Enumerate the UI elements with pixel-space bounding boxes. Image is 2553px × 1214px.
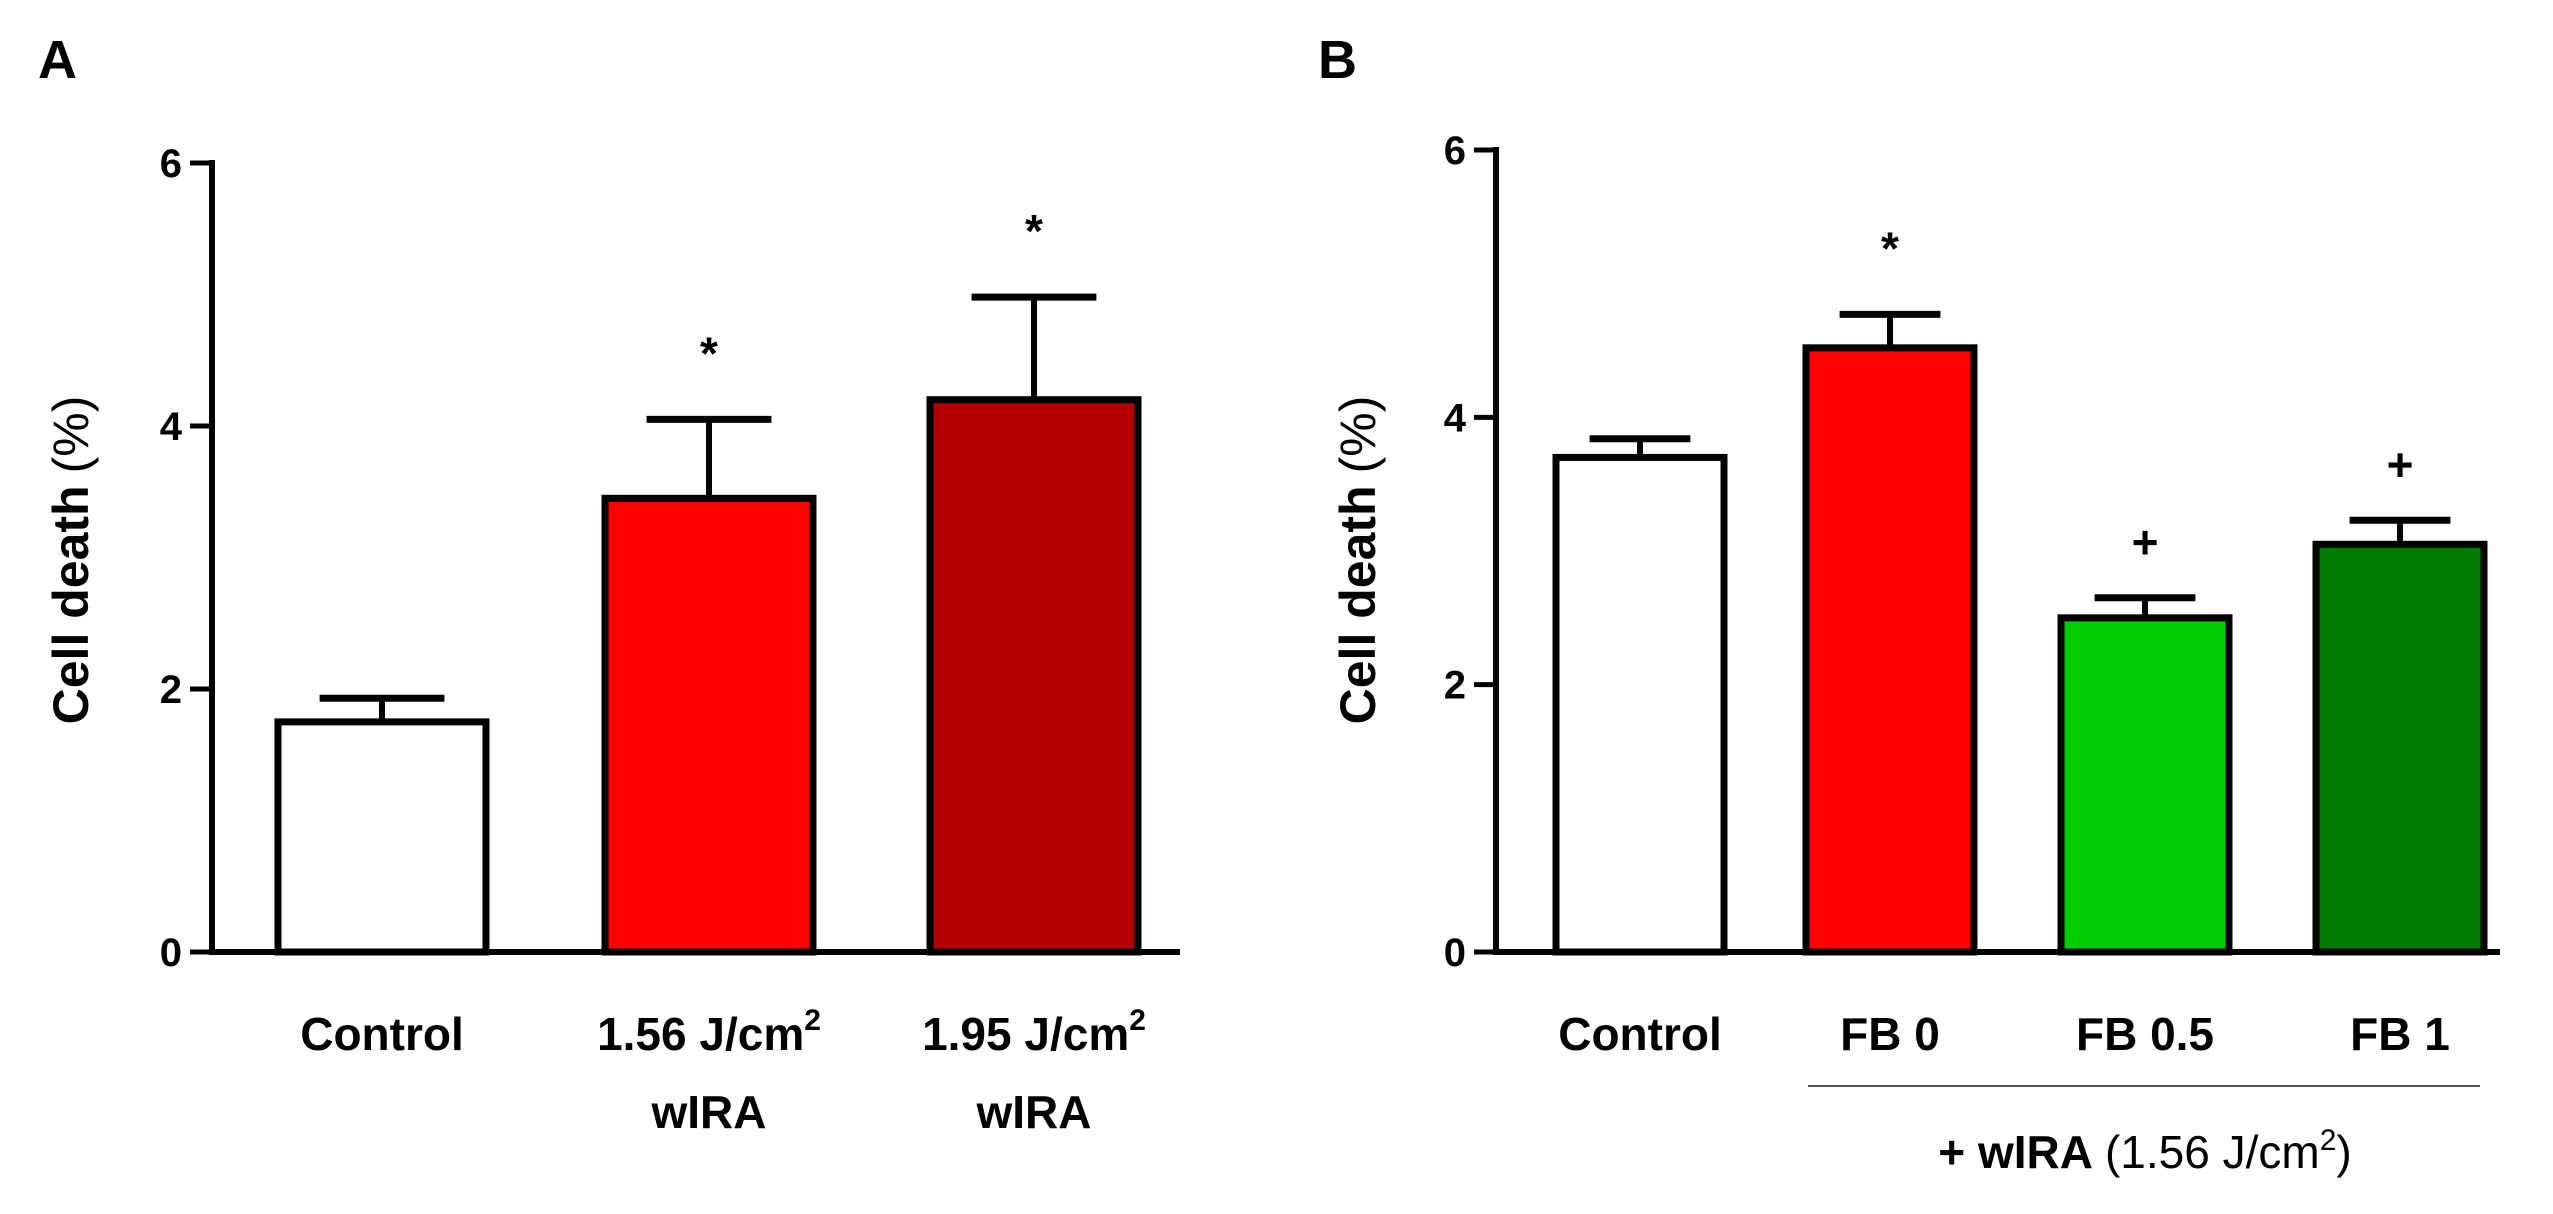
panel-a-y-tick-label: 0 — [160, 931, 182, 975]
panel-b-x-tick-label: Control — [1558, 1008, 1722, 1060]
panel-a-x-tick-labels: Control 1.56 J/cm2 wIRA 1.95 J/cm2 wIRA — [300, 1004, 1146, 1138]
panel-a-x-tick-label-line2: wIRA — [651, 1086, 767, 1138]
panel-a-y-axis-label: Cell death (%) — [43, 396, 99, 725]
panel-a-y-axis-label-unit: (%) — [43, 396, 99, 474]
panel-a-bars: ** — [274, 205, 1142, 956]
panel-b-y-ticks: 0 2 4 6 — [1444, 129, 1496, 975]
panel-a-y-ticks: 0 2 4 6 — [160, 142, 212, 975]
panel-b-letter: B — [1318, 30, 1357, 90]
panel-b-y-axis-label: Cell death (%) — [1330, 396, 1386, 725]
panel-b-significance-marker: + — [2132, 516, 2159, 568]
panel-b-bar — [2057, 614, 2233, 956]
panel-b-x-tick-label: FB 0.5 — [2076, 1008, 2214, 1060]
panel-b-y-axis-label-unit: (%) — [1330, 396, 1386, 474]
panel-b-bar — [2312, 540, 2488, 956]
panel-a-significance-marker: * — [700, 327, 718, 379]
panel-b-x-tick-label: FB 0 — [1840, 1008, 1940, 1060]
panel-a-significance-marker: * — [1025, 205, 1043, 257]
panel-b-group-label-sup: 2 — [2320, 1124, 2337, 1157]
panel-a-y-axis-label-text: Cell death — [43, 485, 99, 724]
panel-b-group-label-bold: + wIRA — [1938, 1126, 2093, 1178]
panel-b-bar — [1802, 344, 1978, 956]
panel-a-x-tick-label: Control — [300, 1008, 464, 1060]
panel-b-bars: * + + — [1552, 222, 2488, 956]
panel-a-x-tick-label: 1.56 J/cm2 — [597, 1004, 821, 1060]
panel-a-y-tick-label: 4 — [160, 405, 183, 449]
panel-a-y-tick-label: 6 — [160, 142, 182, 186]
panel-b-y-tick-label: 2 — [1444, 664, 1466, 708]
panel-a-x-tick-label-line2: wIRA — [976, 1086, 1092, 1138]
panel-a-y-tick-label: 2 — [160, 668, 182, 712]
panel-b-group-label: + wIRA (1.56 J/cm2) — [1938, 1124, 2351, 1178]
panel-a-bar — [926, 396, 1142, 956]
panel-b-x-tick-labels: Control FB 0 FB 0.5 FB 1 — [1558, 1008, 2450, 1060]
panel-b-y-tick-label: 0 — [1444, 931, 1466, 975]
panel-b-significance-marker: * — [1881, 222, 1899, 274]
panel-a-bar — [601, 494, 817, 956]
panel-b-y-axis-label-text: Cell death — [1330, 485, 1386, 724]
panel-b-y-tick-label: 4 — [1444, 396, 1467, 440]
panel-a-x-tick-label: 1.95 J/cm2 — [922, 1004, 1146, 1060]
panel-b-x-tick-label: FB 1 — [2350, 1008, 2450, 1060]
panel-b: B Cell death (%) 0 2 4 6 * + + Control FB 0 FB 0… — [1318, 30, 2500, 1178]
panel-a-bar — [274, 718, 490, 956]
panel-b-group-label-close: ) — [2336, 1126, 2351, 1178]
panel-b-y-tick-label: 6 — [1444, 129, 1466, 173]
panel-a-letter: A — [38, 30, 77, 90]
panel-b-group-label-dose: (1.56 J/cm — [2105, 1126, 2320, 1178]
panel-b-bar — [1552, 453, 1728, 956]
panel-b-significance-marker: + — [2387, 438, 2414, 490]
